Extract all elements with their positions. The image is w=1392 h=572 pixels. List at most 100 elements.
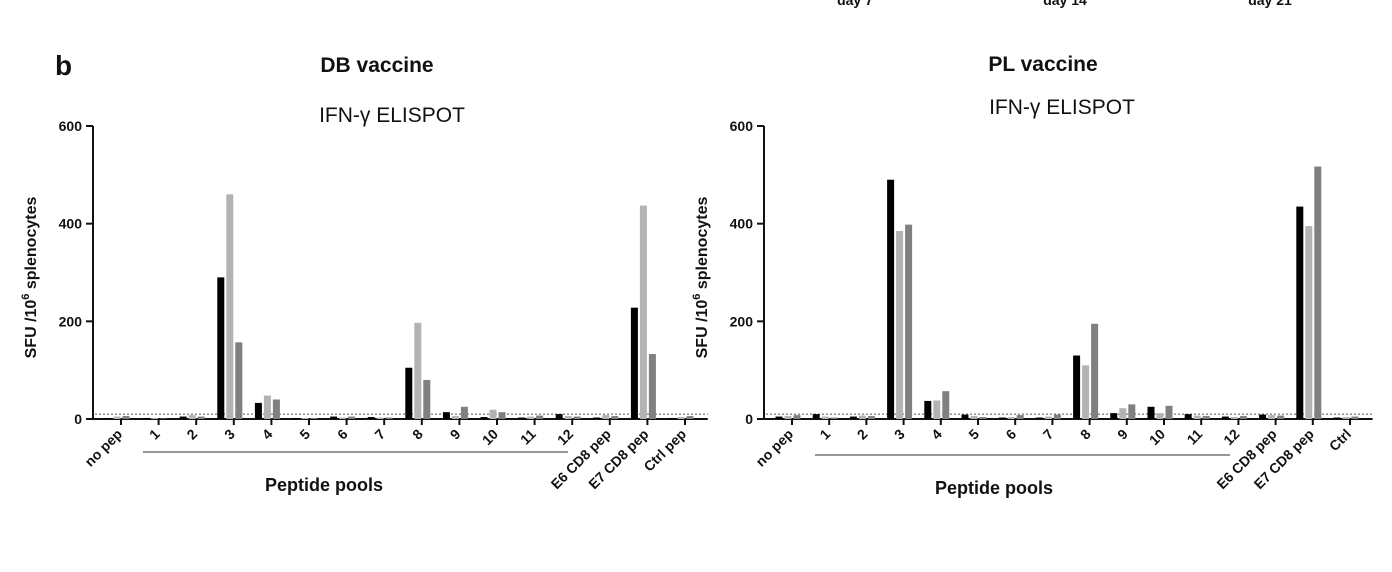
bar: [867, 416, 875, 419]
bar: [1082, 365, 1090, 419]
bar: [348, 416, 356, 419]
x-tick-label: 2: [183, 426, 200, 443]
db-vaccine-chart: DB vaccine IFN-γ ELISPOT Peptide pools 0…: [20, 54, 708, 495]
bar: [235, 342, 243, 419]
bar: [821, 416, 829, 419]
y-tick-label: 600: [59, 118, 83, 134]
bar: [254, 402, 262, 419]
y-tick-label: 0: [745, 411, 753, 427]
bar: [961, 414, 969, 419]
bar: [593, 417, 601, 419]
bar: [849, 416, 857, 419]
bar: [924, 400, 932, 419]
bar: [414, 322, 422, 419]
panel-letter: b: [55, 50, 73, 81]
bar: [639, 205, 647, 419]
bar: [793, 415, 801, 419]
bar: [1016, 415, 1024, 419]
bar: [1119, 408, 1127, 419]
x-tick-label: 11: [517, 426, 539, 448]
y-axis-label: SFU /106 splenocytes: [691, 197, 711, 359]
bar: [555, 414, 563, 419]
bar: [858, 415, 866, 419]
bar: [1351, 416, 1359, 419]
y-tick-label: 600: [730, 118, 754, 134]
bar: [933, 400, 941, 419]
bar: [970, 416, 978, 419]
bar: [564, 416, 572, 419]
bar: [113, 416, 121, 419]
y-tick-label: 400: [59, 216, 83, 232]
top-fragment-3: day 21: [1248, 0, 1292, 8]
x-tick-label: no pep: [752, 426, 796, 470]
bar: [226, 194, 234, 419]
bar: [775, 416, 783, 419]
bar: [1259, 414, 1267, 419]
bar: [602, 415, 610, 419]
bar: [812, 414, 820, 419]
bar: [151, 418, 159, 419]
bar: [1091, 323, 1099, 419]
bar: [1156, 413, 1164, 419]
bar: [1035, 417, 1043, 419]
x-tick-label: Ctrl: [1326, 426, 1354, 454]
bar: [460, 406, 468, 419]
x-tick-label: 12: [1220, 426, 1242, 448]
bar: [686, 416, 694, 419]
bar: [1230, 417, 1238, 419]
bar: [179, 416, 187, 419]
y-tick-label: 200: [59, 313, 83, 329]
top-fragment-1: day 7: [837, 0, 873, 8]
bar: [1193, 415, 1201, 419]
chart-title: PL vaccine: [988, 53, 1097, 76]
bar: [784, 416, 792, 419]
bar: [498, 412, 506, 419]
bar: [376, 417, 384, 419]
x-tick-label: 6: [1002, 426, 1019, 443]
x-tick-label: 9: [1114, 426, 1131, 443]
x-tick-label: 5: [296, 426, 313, 443]
bar: [1277, 415, 1285, 419]
x-tick-label: 2: [854, 426, 871, 443]
bar: [385, 417, 393, 419]
bar: [1147, 406, 1155, 419]
y-tick-label: 0: [74, 411, 82, 427]
bar: [1007, 417, 1015, 419]
y-axis-label: SFU /106 splenocytes: [20, 197, 40, 359]
bar: [887, 179, 895, 419]
bar: [1073, 355, 1081, 419]
bar: [339, 417, 347, 419]
bar: [1221, 416, 1229, 419]
x-tick-label: 3: [221, 426, 238, 443]
x-tick-label: 7: [1040, 426, 1057, 443]
chart-title: DB vaccine: [320, 54, 433, 77]
x-tick-label: Ctrl pep: [640, 426, 689, 475]
bar: [905, 224, 913, 419]
bar: [272, 399, 280, 419]
bar: [489, 409, 497, 419]
bar: [573, 416, 581, 419]
x-tick-label: 11: [1184, 426, 1206, 448]
bar: [188, 415, 196, 419]
x-tick-label: 6: [334, 426, 351, 443]
bar: [896, 230, 904, 419]
bar: [442, 412, 450, 419]
bar: [263, 395, 271, 419]
y-tick-label: 200: [730, 313, 754, 329]
x-tick-label: 7: [371, 426, 388, 443]
bar: [197, 416, 205, 419]
bar: [142, 418, 150, 419]
x-tick-label: no pep: [81, 426, 125, 470]
x-tick-label: 10: [479, 426, 501, 448]
bar: [1184, 414, 1192, 419]
bar: [480, 417, 488, 419]
x-tick-label: 10: [1146, 426, 1168, 448]
bar: [998, 417, 1006, 419]
bar: [668, 418, 676, 419]
chart-subtitle: IFN-γ ELISPOT: [319, 104, 465, 127]
bar: [1128, 404, 1136, 419]
pl-vaccine-chart: PL vaccine IFN-γ ELISPOT Peptide pools 0…: [691, 53, 1373, 498]
bar: [301, 418, 309, 419]
bar: [1314, 166, 1322, 419]
